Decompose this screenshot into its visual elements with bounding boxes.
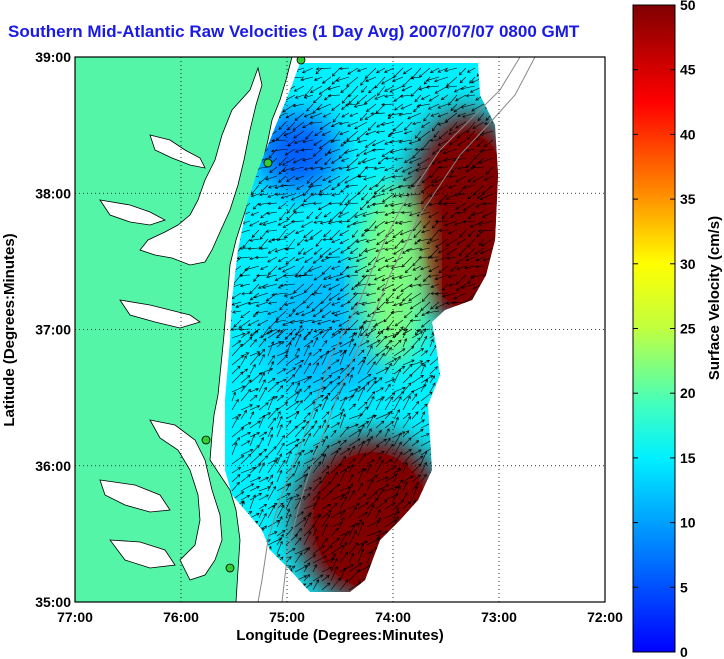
colorbar-tick-label: 25 [680,321,696,337]
x-axis: 77:00 76:00 75:00 74:00 73:00 72:00 [57,609,623,625]
bathymetry-contour-2 [281,57,536,602]
colorbar-tick-label: 15 [680,450,696,466]
colorbar-tick-label: 5 [680,579,688,595]
y-tick-label: 39:00 [35,49,71,65]
colorbar-tick-label: 40 [680,126,696,142]
chart-title: Southern Mid-Atlantic Raw Velocities (1 … [8,22,580,41]
sound-water [149,419,223,581]
radar-site-marker [225,563,235,573]
bay-water-3 [99,199,167,226]
colorbar-tick-label: 10 [680,515,696,531]
velocity-field [225,63,498,592]
colorbar-tick-label: 35 [680,191,696,207]
x-tick-label: 74:00 [375,609,411,625]
colorbar-tick-label: 45 [680,62,696,78]
x-tick-label: 77:00 [57,609,93,625]
grid [75,57,605,602]
radar-site-marker [263,158,273,168]
colorbar-tick-label: 0 [680,644,688,659]
radar-site-marker [296,57,306,65]
y-tick-label: 37:00 [35,322,71,338]
plot-frame [74,56,606,603]
y-axis: 39:00 38:00 37:00 36:00 35:00 [35,49,71,610]
sound-water-2 [99,479,171,513]
radar-site-marker [201,435,211,445]
x-tick-label: 72:00 [587,609,623,625]
colorbar-label: Surface Velocity (cm/s) [706,216,723,380]
colorbar-tick-label: 50 [680,0,696,13]
x-tick-label: 76:00 [163,609,199,625]
sound-water-3 [109,539,176,569]
bay-water-4 [119,299,201,329]
colorbar-tick-label: 20 [680,385,696,401]
bay-water [139,66,263,266]
bay-water-2 [149,134,206,169]
y-axis-label: Latitude (Degrees:Minutes) [1,233,18,426]
colorbar-tick-label: 30 [680,256,696,272]
y-tick-label: 36:00 [35,458,71,474]
y-tick-label: 38:00 [35,185,71,201]
colorbar [632,4,676,653]
x-tick-label: 75:00 [269,609,305,625]
x-axis-label: Longitude (Degrees:Minutes) [236,627,444,644]
bathymetry-contour [257,57,521,602]
x-tick-label: 73:00 [481,609,517,625]
y-tick-label: 35:00 [35,594,71,610]
